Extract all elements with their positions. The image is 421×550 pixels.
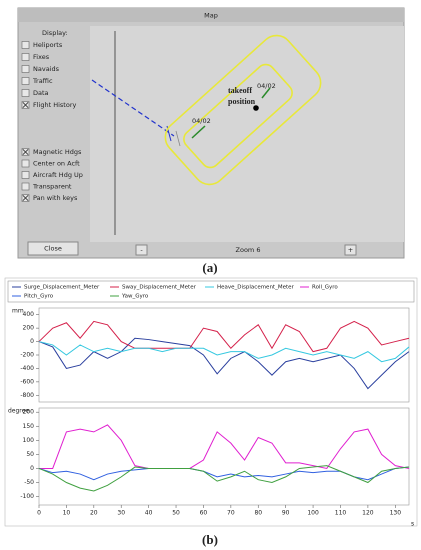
aircraft-marker [191,125,206,139]
y-tick-label: 150 [23,423,35,430]
x-tick-label: 0 [37,510,41,517]
y-tick-label: -50 [24,479,34,486]
checkbox[interactable] [21,41,30,49]
checkbox-label[interactable]: Heliports [33,41,63,49]
legend-label: Yaw_Gyro [121,294,149,300]
takeoff-label: takeoff [228,86,252,95]
legend-label: Roll_Gyro [312,285,338,291]
checkbox-label[interactable]: Transparent [32,183,72,191]
y-tick-label: 50 [26,451,34,458]
zoom-in-label[interactable]: + [348,246,353,254]
legend-label: Heave_Displacement_Meter [217,285,295,291]
checkbox-label[interactable]: Data [33,89,49,97]
waypoint-label: 04/02 [192,117,211,125]
aircraft-marker [261,87,271,99]
checkbox[interactable] [21,159,30,168]
checkbox-label[interactable]: Center on Acft [33,160,80,168]
y-axis-label: degree [8,408,29,415]
y-tick-label: -400 [20,365,34,372]
x-tick-label: 90 [282,510,290,517]
zoom-out-label[interactable]: - [140,246,143,254]
display-label: Display: [42,29,68,37]
data-line [38,337,410,390]
legend [7,280,415,303]
zoom-label: Zoom 6 [236,246,261,254]
window-title: Map [204,12,218,20]
legend-label: Pitch_Gyro [24,294,54,300]
map-window: Map Display: 04/02 04/02 takeoff positio… [17,7,405,259]
y-axis-label: mm [12,308,24,315]
y-tick-label: -100 [20,493,34,500]
plot-area [38,407,410,506]
y-tick-label: 100 [23,437,35,444]
close-button[interactable] [27,241,79,256]
close-button-label[interactable]: Close [44,245,62,253]
pattern-inner [183,63,293,169]
zoom-in-button[interactable] [344,244,357,256]
map-area [90,26,404,242]
title-bar [18,8,404,22]
legend-label: Surge_Displacement_Meter [24,285,100,291]
x-tick-label: 20 [90,510,98,517]
checkbox-label[interactable]: Traffic [32,77,53,85]
x-tick-label: 40 [145,510,153,517]
data-line [39,424,410,470]
takeoff-label: position [228,97,256,106]
checkbox-mark [22,149,29,155]
x-tick-label: 60 [200,510,208,517]
x-tick-label: 110 [335,510,347,517]
checkbox-label[interactable]: Aircraft Hdg Up [33,171,83,179]
legend-label: Sway_Displacement_Meter [122,285,197,291]
data-line [38,320,410,353]
checkbox[interactable] [21,171,30,179]
y-tick-label: 0 [30,338,34,345]
chart-frame [4,277,418,527]
data-line [38,465,410,492]
checkbox-label[interactable]: Fixes [33,53,50,61]
y-tick-label: 400 [23,311,35,318]
track-tick [175,130,181,147]
x-axis-label: s [411,521,414,528]
checkbox-mark [22,102,29,108]
checkbox[interactable] [21,53,30,61]
x-tick-label: 30 [117,510,125,517]
checkbox-mark [22,195,29,201]
y-tick-label: -600 [20,378,34,385]
panel-label: (a) [202,260,217,275]
zoom-out-button[interactable] [135,244,148,256]
x-tick-label: 50 [172,510,180,517]
pattern-outer [164,34,322,186]
x-tick-label: 120 [362,510,374,517]
checkbox-label[interactable]: Magnetic Hdgs [33,148,82,156]
y-tick-label: -200 [20,352,34,359]
checkbox-label[interactable]: Navaids [33,65,60,73]
flight-track [91,79,175,137]
y-tick-label: 0 [30,465,34,472]
waypoint-label: 04/02 [257,82,276,90]
checkbox-label[interactable]: Flight History [33,101,76,109]
checkbox[interactable] [21,182,30,191]
checkbox[interactable] [21,89,30,97]
checkbox[interactable] [21,65,30,73]
y-tick-label: -800 [20,392,34,399]
panel-label: (b) [202,532,218,547]
x-tick-label: 80 [254,510,262,517]
y-tick-label: 200 [23,409,35,416]
x-tick-label: 130 [390,510,402,517]
x-tick-label: 10 [63,510,71,517]
y-tick-label: 200 [23,325,35,332]
x-tick-label: 70 [227,510,235,517]
checkbox-label[interactable]: Pan with keys [33,194,78,202]
checkbox[interactable] [21,77,30,85]
takeoff-point [253,105,259,111]
x-tick-label: 100 [307,510,319,517]
data-line [38,341,410,363]
